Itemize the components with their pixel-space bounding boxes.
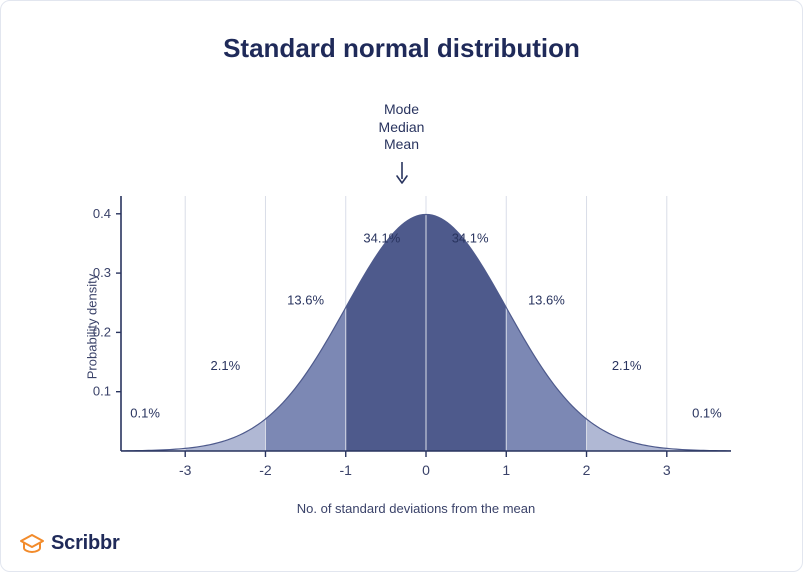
x-tick-label: 2 xyxy=(583,462,591,478)
region-percent-label: 2.1% xyxy=(612,358,642,373)
annotation-mean: Mean xyxy=(1,136,802,154)
region-percent-label: 34.1% xyxy=(452,230,489,245)
y-tick-label: 0.1 xyxy=(93,384,111,399)
annotation-mode: Mode xyxy=(1,101,802,119)
x-tick-label: 3 xyxy=(663,462,671,478)
chart-title: Standard normal distribution xyxy=(1,33,802,64)
distribution-plot: 0.10.20.30.4-3-2-101230.1%2.1%13.6%34.1%… xyxy=(91,191,741,461)
x-tick-label: 0 xyxy=(422,462,430,478)
region-percent-label: 2.1% xyxy=(211,358,241,373)
x-tick-label: -2 xyxy=(259,462,272,478)
region-percent-label: 13.6% xyxy=(287,293,324,308)
x-tick-label: 1 xyxy=(502,462,510,478)
arrow-down-icon xyxy=(395,161,409,185)
distribution-region xyxy=(426,214,506,451)
brand-logo: Scribbr xyxy=(19,532,120,555)
x-axis-label: No. of standard deviations from the mean xyxy=(91,501,741,516)
region-percent-label: 13.6% xyxy=(528,293,565,308)
region-percent-label: 34.1% xyxy=(363,230,400,245)
center-annotation: Mode Median Mean xyxy=(1,101,802,154)
distribution-region xyxy=(346,214,426,451)
brand-name: Scribbr xyxy=(51,532,120,555)
y-tick-label: 0.2 xyxy=(93,324,111,339)
y-tick-label: 0.4 xyxy=(93,206,111,221)
region-percent-label: 0.1% xyxy=(692,405,722,420)
distribution-region xyxy=(587,419,667,451)
x-tick-label: -1 xyxy=(340,462,353,478)
brand-cap-icon xyxy=(19,533,45,555)
region-percent-label: 0.1% xyxy=(130,405,160,420)
distribution-region xyxy=(185,419,265,451)
x-tick-label: -3 xyxy=(179,462,192,478)
chart-card: Standard normal distribution Mode Median… xyxy=(0,0,803,572)
annotation-median: Median xyxy=(1,119,802,137)
y-tick-label: 0.3 xyxy=(93,265,111,280)
